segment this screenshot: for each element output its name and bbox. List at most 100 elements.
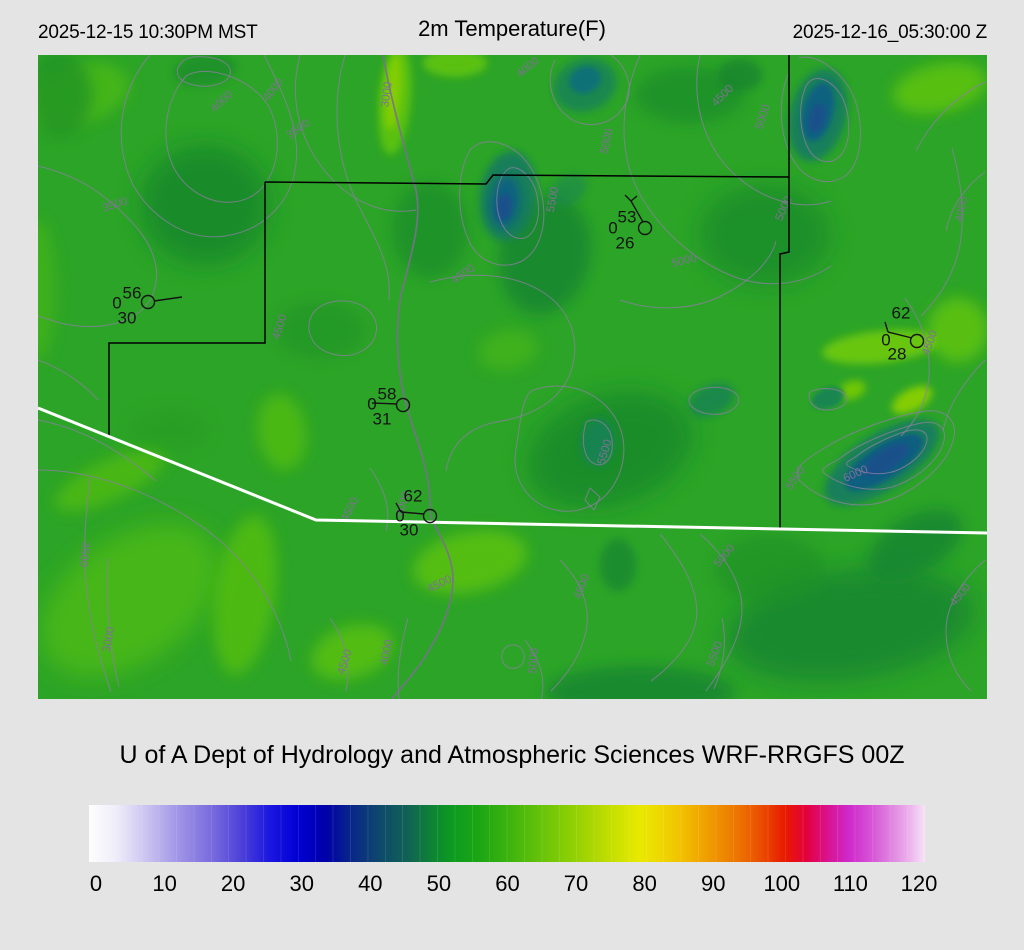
wind-barb-icon	[624, 194, 644, 223]
contour-elevation-label: 5500	[545, 186, 561, 213]
contour-line	[800, 78, 850, 163]
station-circle-icon	[422, 508, 438, 524]
colorbar	[89, 805, 925, 862]
field-blob	[130, 408, 210, 452]
field-blob	[892, 62, 987, 114]
colorbar-tick-label: 80	[632, 871, 657, 896]
colorbar-tick-label: 0	[89, 871, 103, 896]
county-border-line	[779, 55, 790, 529]
station-temperature: 58	[378, 385, 397, 404]
field-blob	[718, 59, 762, 91]
station-dewpoint: 28	[888, 345, 907, 364]
field-blob	[811, 386, 845, 410]
contour-line	[429, 274, 576, 472]
colorbar-tick-label: 70	[563, 871, 589, 896]
contour-line	[584, 487, 601, 511]
colorbar-ticks: 0 10 20 30 40 50 60 70 80 90 100 110 120	[89, 871, 937, 899]
contour-line	[846, 429, 928, 475]
timestamp-local: 2025-12-15 10:30PM MST	[38, 22, 258, 43]
contour-line	[106, 557, 120, 688]
contour-line	[459, 141, 545, 266]
field-blob	[600, 539, 636, 591]
station-circle-icon	[637, 220, 653, 236]
station-temperature: 62	[892, 304, 911, 323]
colorbar-tick-label: 50	[426, 871, 452, 896]
contour-line	[38, 469, 292, 662]
station-circle-icon	[395, 397, 411, 413]
contour-line	[38, 359, 99, 401]
temperature-map: 3000 4000 4000 4000 3500 3500 4500 4500 5000 5000…	[38, 55, 987, 699]
field-blob	[928, 298, 987, 362]
contour-line	[688, 386, 740, 415]
contour-line	[780, 56, 861, 183]
plot-title: 2m Temperature(F)	[418, 16, 606, 41]
field-blob	[569, 66, 601, 94]
contour-line	[369, 467, 389, 532]
contour-elevation-label: 4000	[379, 639, 396, 667]
credit-line: U of A Dept of Hydrology and Atmospheric…	[119, 741, 905, 769]
contour-line	[942, 359, 986, 432]
field-blob	[808, 103, 826, 133]
contour-line	[808, 388, 848, 411]
contour-line	[915, 81, 986, 152]
temperature-field	[38, 55, 987, 699]
contour-line	[796, 410, 955, 506]
station-dewpoint: 26	[616, 234, 635, 253]
field-blob	[412, 530, 528, 594]
wind-barb-icon	[884, 321, 913, 339]
wind-barb-icon	[153, 296, 183, 302]
contour-line	[165, 71, 278, 203]
station-temperature: 53	[618, 208, 637, 227]
field-blob	[311, 624, 393, 680]
contour-line	[120, 55, 298, 238]
contour-line	[822, 421, 946, 490]
wind-barb-icon	[371, 402, 398, 405]
contour-elevation-label: 4000	[954, 196, 971, 224]
contour-line	[550, 559, 588, 692]
contour-line	[582, 419, 613, 466]
colorbar-tick-label: 20	[220, 871, 246, 896]
field-blob	[863, 443, 909, 477]
station-circle-icon	[909, 333, 925, 349]
contour-line	[496, 167, 539, 239]
station-weather-value: 0	[367, 395, 376, 414]
field-blob	[140, 145, 270, 265]
colorbar-tick-label: 120	[900, 871, 938, 896]
field-blob	[275, 302, 365, 358]
contour-line	[84, 477, 112, 693]
contour-line	[308, 300, 378, 356]
field-blob	[700, 185, 830, 285]
elevation-contours	[38, 55, 986, 699]
station-dewpoint: 30	[400, 521, 419, 540]
contour-line	[176, 56, 231, 87]
contour-line	[713, 617, 725, 690]
field-blob	[495, 194, 513, 220]
contour-line	[514, 385, 625, 512]
field-blob	[40, 523, 220, 677]
station-dewpoint: 31	[373, 410, 392, 429]
field-blob	[478, 329, 538, 371]
contour-elevation-label: 5000	[527, 648, 541, 674]
contour-line	[619, 240, 777, 309]
boundary-lines	[38, 55, 987, 535]
colorbar-tick-label: 100	[763, 871, 801, 896]
field-blob	[715, 535, 825, 605]
colorbar-tick-label: 90	[700, 871, 726, 896]
contour-line	[920, 147, 963, 317]
field-blob	[423, 55, 487, 77]
contour-line	[38, 165, 158, 327]
field-blob	[822, 329, 938, 365]
contour-line	[945, 171, 986, 232]
county-border-line	[264, 174, 790, 185]
contour-line	[650, 533, 698, 682]
field-blob	[384, 55, 402, 130]
field-blob	[545, 666, 735, 699]
field-blob	[891, 385, 933, 415]
station-weather-value: 0	[608, 219, 617, 238]
